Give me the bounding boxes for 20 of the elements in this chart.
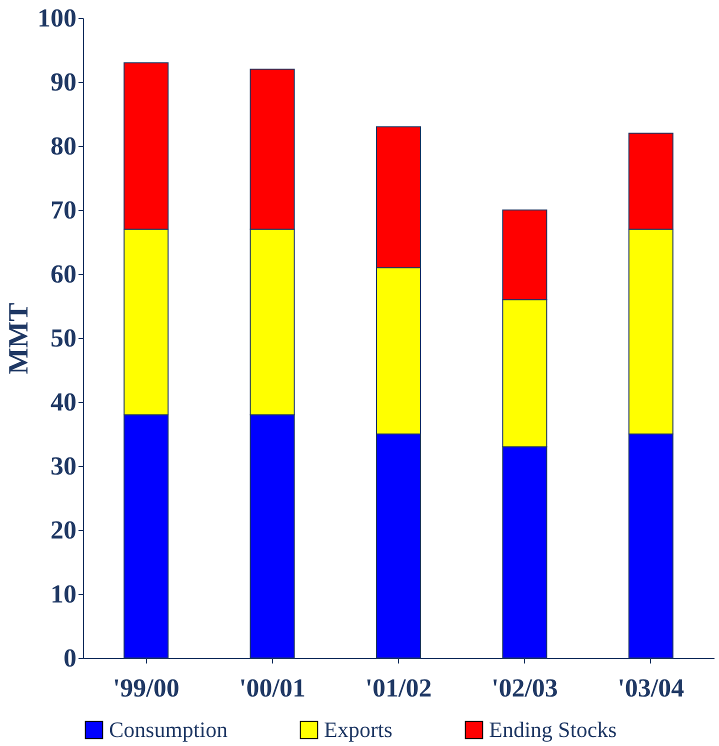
x-tick-label: '02/03 <box>491 674 558 702</box>
legend-label: Ending Stocks <box>489 717 617 742</box>
y-tick-label: 20 <box>50 516 76 544</box>
x-tick-label: '00/01 <box>239 674 306 702</box>
y-tick-label: 100 <box>38 4 76 32</box>
y-tick-label: 60 <box>50 260 76 288</box>
y-tick-label: 90 <box>50 68 76 96</box>
y-tick-label: 10 <box>50 580 76 608</box>
x-tick-label: '03/04 <box>618 674 684 702</box>
legend-label: Consumption <box>109 717 228 742</box>
y-tick-label: 70 <box>50 196 76 224</box>
y-tick-label: 80 <box>50 132 76 160</box>
x-tick-label: '99/00 <box>112 674 180 702</box>
y-tick-label: 40 <box>50 388 76 416</box>
y-tick-label: 30 <box>50 452 76 480</box>
y-tick-label: 50 <box>50 324 76 352</box>
legend-label: Exports <box>324 717 392 742</box>
y-tick-label: 0 <box>64 644 76 672</box>
x-tick-label: '01/02 <box>365 674 432 702</box>
y-axis-title: MMT <box>4 302 34 374</box>
